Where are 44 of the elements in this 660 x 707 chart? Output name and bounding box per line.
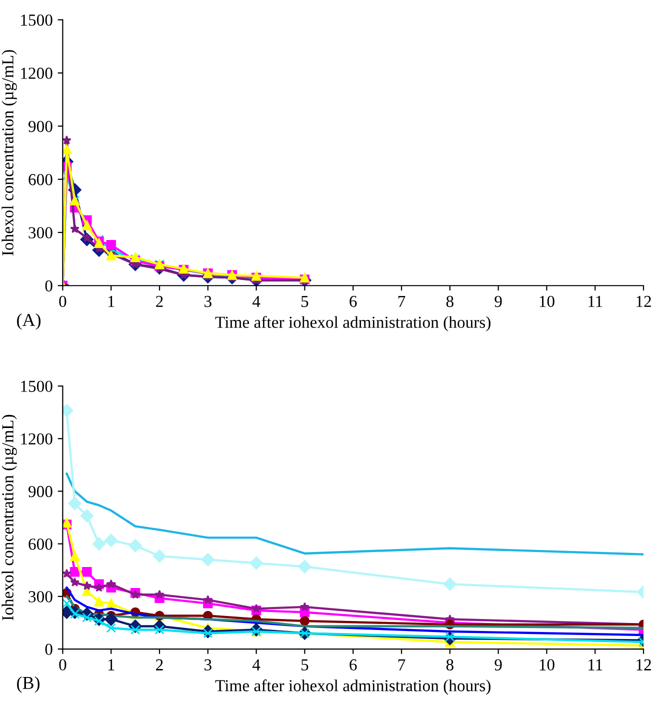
x-tick-label: 2 <box>156 659 163 670</box>
y-tick-label: 300 <box>28 227 52 238</box>
x-tick-label: 3 <box>204 296 212 308</box>
y-tick-label: 1200 <box>21 433 52 445</box>
y-tick-label: 900 <box>28 486 52 498</box>
y-tick-label: 600 <box>28 538 52 550</box>
y-tick-label: 0 <box>45 644 52 655</box>
x-tick-label: 4 <box>252 659 260 670</box>
x-tick-label: 5 <box>302 296 308 308</box>
x-tick-label: 8 <box>446 659 454 670</box>
x-tick-label: 3 <box>204 659 212 670</box>
x-tick-label: 1 <box>108 659 114 670</box>
x-tick-label: 5 <box>302 659 308 670</box>
x-tick-label: 12 <box>636 296 651 307</box>
x-tick-label: 1 <box>108 296 114 307</box>
x-tick-label: 4 <box>252 296 260 307</box>
y-tick-label: 0 <box>45 280 52 292</box>
y-tick-label: 1200 <box>21 68 52 79</box>
x-axis-title: Time after iohexol administration (hours) <box>215 679 490 695</box>
x-tick-label: 10 <box>540 296 554 308</box>
y-tick-label: 900 <box>28 120 52 132</box>
x-tick-label: 9 <box>494 296 502 308</box>
x-tick-label: 9 <box>494 659 502 670</box>
y-axis-title: Iohexol concentration (µg/mL) <box>2 414 17 620</box>
y-axis-title: Iohexol concentration (µg/mL) <box>2 50 17 256</box>
y-tick-label: 300 <box>28 591 52 602</box>
x-tick-label: 8 <box>446 296 454 308</box>
x-tick-label: 0 <box>59 659 66 670</box>
text: (B) <box>17 676 40 693</box>
y-tick-label: 1500 <box>21 14 52 26</box>
x-tick-label: 11 <box>588 659 602 670</box>
x-axis-title: Time after iohexol administration (hours) <box>215 316 490 332</box>
x-tick-label: 2 <box>156 296 163 307</box>
x-tick-label: 6 <box>350 296 357 308</box>
x-tick-label: 0 <box>59 296 66 308</box>
x-tick-label: 10 <box>540 659 554 670</box>
y-tick-label: 600 <box>28 174 52 186</box>
text: (A) <box>17 313 41 330</box>
x-tick-label: 12 <box>636 659 651 670</box>
y-tick-label: 1500 <box>21 380 52 392</box>
x-tick-label: 11 <box>588 296 602 307</box>
x-tick-label: 7 <box>398 296 406 307</box>
x-tick-label: 6 <box>350 659 357 670</box>
x-tick-label: 7 <box>398 659 406 670</box>
